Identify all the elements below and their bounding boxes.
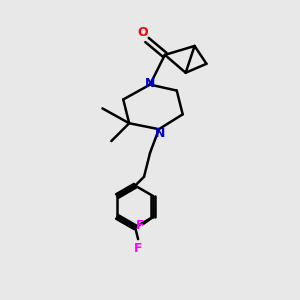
- Text: N: N: [145, 76, 155, 90]
- Text: N: N: [155, 127, 166, 140]
- Text: O: O: [137, 26, 148, 38]
- Text: F: F: [136, 219, 144, 232]
- Text: F: F: [134, 242, 142, 255]
